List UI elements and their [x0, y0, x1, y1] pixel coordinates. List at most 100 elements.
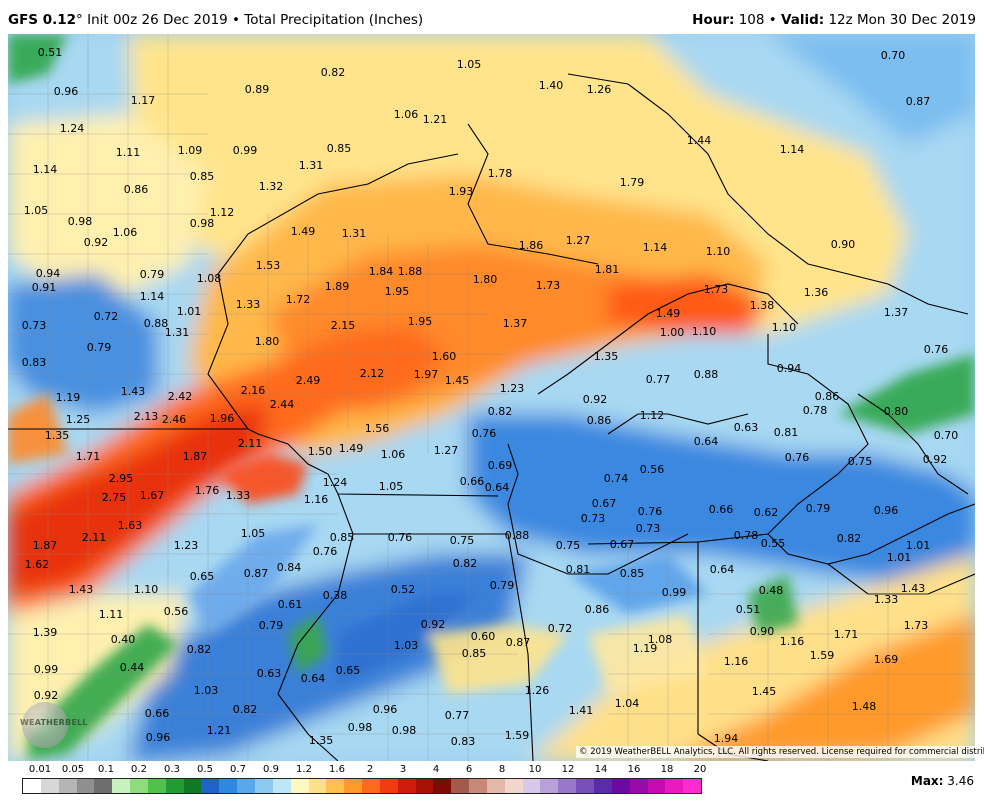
precip-value: 0.86 [587, 414, 612, 427]
precip-value: 1.03 [394, 639, 419, 652]
precip-value: 1.49 [291, 225, 316, 238]
precip-value: 1.16 [304, 493, 329, 506]
precip-value: 0.40 [111, 633, 136, 646]
precip-value: 0.65 [336, 664, 361, 677]
precip-value: 0.77 [646, 373, 671, 386]
precip-value: 1.31 [165, 326, 190, 339]
precip-value: 1.62 [25, 558, 50, 571]
precip-value: 0.96 [874, 504, 899, 517]
precip-value: 1.06 [381, 448, 406, 461]
precip-value: 1.37 [884, 306, 909, 319]
precip-value: 0.63 [734, 421, 759, 434]
precip-value: 1.35 [309, 734, 334, 747]
precip-value: 0.88 [505, 529, 530, 542]
precip-value: 1.63 [118, 519, 143, 532]
precip-value: 0.56 [640, 463, 665, 476]
precip-field: 0.51 0.96 1.17 0.89 0.82 1.05 1.40 1.26 0.70 0.87… [8, 34, 975, 761]
precip-value: 1.80 [255, 335, 280, 348]
precip-value: 1.26 [525, 684, 550, 697]
precip-value: 0.61 [278, 598, 303, 611]
weatherbell-logo: WEATHERBELL [20, 702, 87, 748]
precip-value: 1.01 [906, 539, 931, 552]
legend-label: 1.6 [329, 764, 345, 775]
degree-symbol: ° [76, 12, 83, 28]
precip-value: 1.25 [66, 413, 91, 426]
legend-swatch [594, 779, 612, 793]
precip-value: 0.64 [301, 672, 326, 685]
precip-value: 0.91 [32, 281, 57, 294]
precip-value: 1.45 [752, 685, 777, 698]
precip-value: 1.04 [615, 697, 640, 710]
legend-swatch [76, 779, 95, 793]
precip-value: 0.87 [506, 636, 531, 649]
precip-value: 0.79 [87, 341, 112, 354]
precip-value: 2.12 [360, 367, 385, 380]
precip-value: 0.92 [34, 689, 59, 702]
legend-swatch [486, 779, 505, 793]
precip-value: 1.73 [536, 279, 561, 292]
precip-value: 1.21 [207, 724, 232, 737]
legend-swatch [326, 779, 345, 793]
precip-value: 0.98 [392, 724, 417, 737]
precip-value: 1.95 [408, 315, 433, 328]
precip-value: 1.27 [434, 444, 459, 457]
precip-value: 1.08 [648, 633, 673, 646]
legend-swatch [254, 779, 273, 793]
precip-value: 0.82 [488, 405, 513, 418]
precip-value: 0.82 [321, 66, 346, 79]
precip-value: 0.48 [759, 584, 784, 597]
legend-label: 14 [594, 764, 608, 775]
precip-value: 0.79 [490, 579, 515, 592]
precip-value: 2.44 [270, 398, 295, 411]
precip-value: 0.76 [785, 451, 810, 464]
precip-value: 0.62 [754, 506, 779, 519]
precip-value: 2.46 [162, 413, 187, 426]
precip-value: 1.10 [772, 321, 797, 334]
precip-value: 2.13 [134, 410, 159, 423]
precip-value: 0.98 [190, 217, 215, 230]
precip-value: 0.88 [144, 317, 169, 330]
precip-value: 0.86 [815, 390, 840, 403]
precip-value: 1.09 [178, 144, 203, 157]
precip-value: 0.94 [36, 267, 61, 280]
precip-value: 0.76 [924, 343, 949, 356]
legend-swatch [165, 779, 184, 793]
legend-label: 12 [561, 764, 575, 775]
legend-swatch [130, 779, 148, 793]
legend-swatch [576, 779, 594, 793]
precip-value: 0.72 [548, 622, 573, 635]
legend-swatch [665, 779, 684, 793]
precip-value: 0.64 [694, 435, 719, 448]
precip-value: 1.05 [24, 204, 49, 217]
precip-value: 0.60 [471, 630, 496, 643]
legend-label: 0.7 [230, 764, 246, 775]
precip-value: 1.95 [385, 285, 410, 298]
precip-value: 0.72 [94, 310, 119, 323]
precip-value: 2.95 [109, 472, 134, 485]
precip-value: 1.35 [594, 350, 619, 363]
precip-value: 0.81 [566, 563, 591, 576]
legend-swatch [558, 779, 577, 793]
precip-value: 1.73 [904, 619, 929, 632]
precip-value: 1.84 [369, 265, 394, 278]
legend-labels: 0.01 0.05 0.1 0.2 0.3 0.5 0.7 0.9 1.2 1.6 2 3 4 6 8 10 1… [22, 764, 707, 778]
precip-value: 1.69 [874, 653, 899, 666]
precip-value: 1.86 [519, 239, 544, 252]
precip-value: 1.24 [60, 122, 85, 135]
legend-swatch [379, 779, 398, 793]
legend-label: 6 [465, 764, 473, 775]
precip-value: 1.43 [69, 583, 94, 596]
precip-value: 1.31 [299, 159, 324, 172]
precip-value: 0.81 [774, 426, 799, 439]
precip-value: 1.01 [177, 305, 202, 318]
precip-value: 1.12 [210, 206, 235, 219]
precip-value: 1.23 [500, 382, 525, 395]
legend-color-bar [22, 778, 702, 794]
precip-value: 0.85 [190, 170, 215, 183]
precip-value: 0.55 [761, 537, 786, 550]
hour-label: Hour: [692, 12, 735, 28]
precip-value: 0.82 [187, 643, 212, 656]
precipitation-map[interactable]: 0.51 0.96 1.17 0.89 0.82 1.05 1.40 1.26 0.70 0.87… [8, 34, 975, 761]
legend-label: 3 [399, 764, 407, 775]
legend-swatch [290, 779, 309, 793]
